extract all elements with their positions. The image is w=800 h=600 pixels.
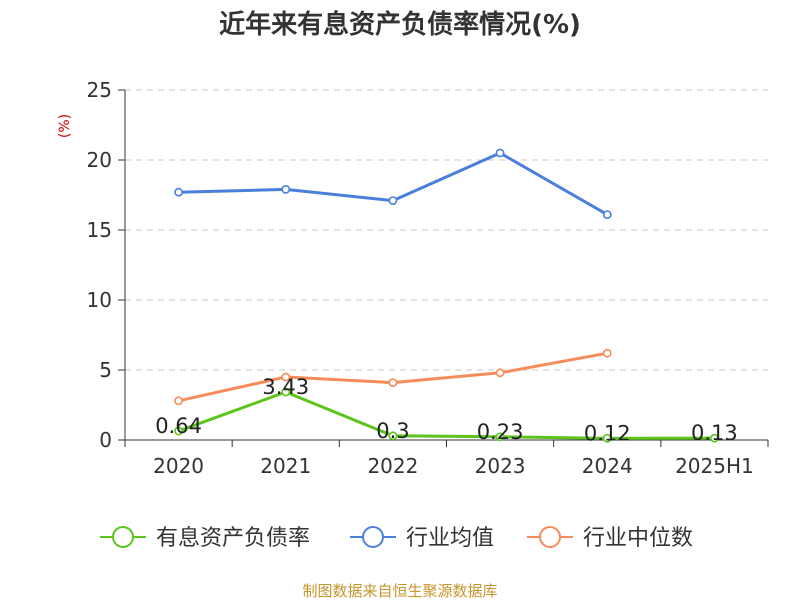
data-point	[174, 426, 183, 436]
x-tick-label: 2025H1	[675, 454, 754, 478]
axes: 0 5 10 15 20 25 2020 2021 2022 2023 2024 2025H1	[87, 78, 769, 478]
data-point	[174, 396, 183, 406]
legend: 有息资产负债率 行业均值 行业中位数	[100, 526, 693, 551]
series-group	[174, 387, 719, 443]
data-label: 0.13	[691, 421, 738, 445]
series-line	[178, 351, 608, 403]
x-tick-label: 2022	[367, 454, 418, 478]
data-point	[602, 210, 612, 219]
legend-label: 行业均值	[406, 526, 494, 551]
y-tick-label: 20	[87, 148, 112, 172]
data-point	[602, 348, 612, 358]
legend-swatch-marker	[362, 526, 384, 548]
y-tick-label: 5	[99, 358, 112, 382]
data-point	[281, 372, 291, 382]
data-point	[710, 433, 719, 443]
series-group	[174, 148, 612, 219]
legend-label: 行业中位数	[583, 526, 693, 551]
data-label: 3.43	[262, 375, 309, 399]
y-tick-label: 10	[87, 288, 112, 312]
series-line	[178, 390, 715, 440]
data-point	[388, 378, 398, 387]
data-labels: 0.64 3.43 0.3 0.23 0.12 0.13	[155, 375, 738, 445]
data-point	[281, 387, 291, 397]
grid-lines	[125, 89, 768, 371]
series-layer	[174, 148, 719, 443]
legend-swatch-marker	[112, 526, 134, 548]
x-tick-label: 2023	[475, 454, 526, 478]
x-tick-label: 2024	[582, 454, 633, 478]
x-tick-label: 2020	[153, 454, 204, 478]
legend-item: 行业中位数	[527, 526, 693, 551]
data-point	[174, 187, 183, 197]
data-point	[388, 196, 398, 205]
y-axis-unit-label: (%)	[57, 114, 73, 138]
data-point	[495, 148, 505, 158]
data-label: 0.23	[477, 420, 524, 444]
chart-title: 近年来有息资产负债率情况(%)	[219, 9, 581, 40]
source-note: 制图数据来自恒生聚源数据库	[302, 582, 497, 600]
data-point	[495, 368, 505, 378]
legend-item: 行业均值	[350, 526, 494, 551]
y-tick-label: 25	[87, 78, 112, 102]
series-line	[178, 151, 608, 216]
y-tick-label: 0	[99, 428, 112, 452]
legend-item: 有息资产负债率	[100, 526, 310, 551]
data-point	[388, 431, 398, 441]
legend-swatch-marker	[539, 526, 561, 548]
y-tick-label: 15	[87, 218, 112, 242]
data-label: 0.64	[155, 414, 202, 438]
data-point	[495, 432, 505, 442]
data-point	[281, 184, 291, 194]
series-group	[174, 348, 612, 406]
x-tick-label: 2021	[260, 454, 311, 478]
data-point	[602, 433, 612, 443]
data-label: 0.3	[376, 419, 409, 443]
legend-label: 有息资产负债率	[156, 526, 310, 551]
data-label: 0.12	[584, 421, 631, 445]
